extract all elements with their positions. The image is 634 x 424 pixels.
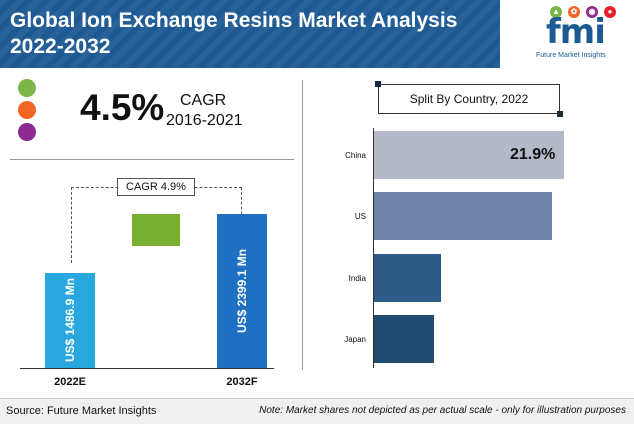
header: Global Ion Exchange Resins Market Analys… xyxy=(0,0,634,68)
bar-2022e-value: US$ 1486.9 Mn xyxy=(63,278,77,363)
title-band: Global Ion Exchange Resins Market Analys… xyxy=(0,0,500,68)
left-chart-axis xyxy=(20,368,274,369)
corner-marker xyxy=(375,81,381,87)
logo-text: fmi xyxy=(546,12,606,52)
note-text: Note: Market shares not depicted as per … xyxy=(259,405,626,416)
bar-2022e: US$ 1486.9 Mn xyxy=(45,272,95,368)
logo-icon-2: ✿ xyxy=(568,6,580,18)
logo-icon-4: ● xyxy=(604,6,616,18)
cagr-period: 2016-2021 xyxy=(166,112,243,129)
x-label-2022e: 2022E xyxy=(54,376,86,388)
title-pattern xyxy=(0,0,500,68)
cagr-label: CAGR xyxy=(180,92,227,109)
purple-dot-icon xyxy=(18,123,36,141)
corner-marker xyxy=(557,111,563,117)
split-title: Split By Country, 2022 xyxy=(378,84,560,114)
footer: Source: Future Market Insights Note: Mar… xyxy=(0,398,634,424)
bar-2032f: US$ 2399.1 Mn xyxy=(217,214,267,368)
bar-india xyxy=(374,254,441,302)
label-us: US xyxy=(354,212,366,221)
right-chart-axis xyxy=(373,128,374,368)
forecast-cagr-box: CAGR 4.9% xyxy=(117,178,195,196)
source-text: Source: Future Market Insights xyxy=(6,405,157,417)
bar-us xyxy=(374,192,552,240)
logo-icon-1: ▲ xyxy=(550,6,562,18)
bar-china xyxy=(374,131,564,179)
green-dot-icon xyxy=(18,79,36,97)
orange-dot-icon xyxy=(18,101,36,119)
page-title: Global Ion Exchange Resins Market Analys… xyxy=(10,9,458,58)
bar-2032f-value: US$ 2399.1 Mn xyxy=(235,248,249,334)
label-china: China xyxy=(345,151,366,160)
cagr-value: 4.5% xyxy=(80,87,165,128)
logo-icon-3: ◉ xyxy=(586,6,598,18)
china-share-value: 21.9% xyxy=(510,146,556,163)
label-india: India xyxy=(348,274,366,283)
fmi-logo: ▲ ✿ ◉ ● fmi Future Market Insights xyxy=(516,4,632,66)
vertical-divider xyxy=(302,80,303,370)
bar-japan xyxy=(374,315,434,363)
x-label-2032f: 2032F xyxy=(226,376,258,388)
growth-connector-bar xyxy=(132,214,180,247)
left-divider xyxy=(10,159,294,160)
logo-subtitle: Future Market Insights xyxy=(536,52,606,59)
label-japan: Japan xyxy=(344,335,366,344)
